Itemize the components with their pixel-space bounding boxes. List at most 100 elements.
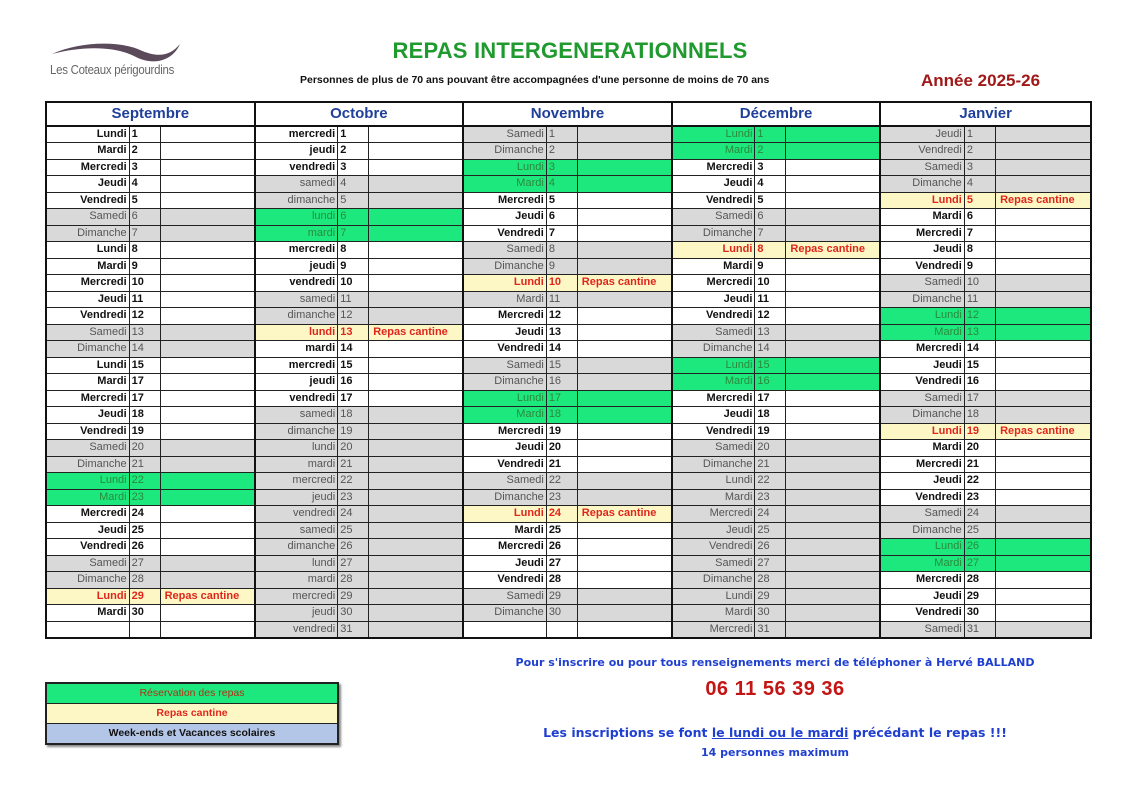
- day-row: Vendredi 21: [464, 456, 671, 474]
- day-row: Lundi 24 Repas cantine: [464, 506, 671, 523]
- legend-reservation: Réservation des repas: [47, 684, 337, 704]
- day-note: [996, 143, 1090, 158]
- day-number: 6: [547, 209, 578, 225]
- day-row: Dimanche 30: [464, 605, 671, 622]
- day-name: Dimanche: [673, 341, 756, 357]
- day-note: [578, 440, 671, 455]
- day-row: Dimanche 28: [47, 572, 254, 589]
- day-row: Mercredi 5: [464, 192, 671, 210]
- day-note: [996, 325, 1090, 340]
- day-row: [464, 621, 671, 638]
- day-row: Samedi 27: [672, 555, 880, 573]
- day-name: Vendredi: [47, 308, 130, 324]
- day-number: 21: [338, 456, 370, 473]
- day-number: 16: [338, 374, 370, 390]
- day-note: [578, 160, 671, 175]
- day-row: Vendredi 23: [881, 489, 1090, 507]
- day-note: [369, 127, 462, 142]
- day-row: lundi 27: [255, 555, 463, 573]
- day-row: Dimanche 11: [881, 291, 1090, 309]
- day-number: 14: [547, 341, 578, 357]
- page-subtitle: Personnes de plus de 70 ans pouvant être…: [300, 74, 770, 86]
- day-number: 25: [965, 522, 997, 539]
- day-number: 26: [338, 539, 370, 555]
- day-number: 22: [338, 473, 370, 489]
- day-number: 8: [338, 242, 370, 258]
- day-note: [369, 374, 462, 389]
- day-row: Vendredi 19: [47, 423, 254, 441]
- month-septembre: Septembre Lundi 1 Mardi 2 Mercredi 3 Jeudi 4 Vend…: [47, 103, 256, 638]
- day-name: Jeudi: [673, 522, 756, 539]
- day-name: Mardi: [47, 489, 130, 506]
- day-name: Jeudi: [464, 324, 547, 341]
- day-note: [996, 341, 1090, 356]
- day-row: Mercredi 26: [464, 539, 671, 556]
- day-row: Samedi 8: [464, 242, 671, 259]
- day-note: Repas cantine: [1000, 424, 1075, 437]
- day-note: [786, 193, 879, 208]
- day-number: 1: [338, 127, 370, 143]
- day-number: 20: [547, 440, 578, 456]
- day-row: Jeudi 6: [464, 209, 671, 226]
- day-row: Jeudi 11: [47, 291, 254, 309]
- day-name: Mercredi: [47, 159, 130, 176]
- day-row: jeudi 30: [255, 605, 463, 622]
- day-note: [786, 490, 879, 505]
- day-row: Lundi 22: [672, 473, 880, 490]
- day-row: mardi 21: [255, 456, 463, 474]
- day-number: 4: [338, 176, 370, 192]
- day-row: Jeudi 29: [881, 588, 1090, 606]
- day-row: Mercredi 10: [672, 275, 880, 292]
- day-note: [161, 490, 254, 505]
- day-row: mercredi 15: [255, 357, 463, 375]
- day-row: Vendredi 30: [881, 605, 1090, 622]
- day-row: Lundi 8 Repas cantine: [672, 242, 880, 259]
- day-name: jeudi: [256, 489, 339, 506]
- day-row: Samedi 22: [464, 473, 671, 490]
- day-note: [161, 358, 254, 373]
- day-note: [786, 292, 879, 307]
- day-name: Lundi: [464, 506, 547, 522]
- day-name: Jeudi: [673, 176, 756, 192]
- day-note: [996, 176, 1090, 191]
- day-name: Vendredi: [673, 539, 756, 555]
- day-note: [996, 391, 1090, 406]
- day-row: Jeudi 4: [672, 176, 880, 193]
- day-note: [161, 325, 254, 340]
- month-novembre: Novembre Samedi 1 Dimanche 2 Lundi 3 Mardi 4 Merc…: [464, 103, 673, 638]
- day-number: 5: [338, 192, 370, 209]
- day-number: 7: [547, 225, 578, 242]
- day-number: 5: [547, 192, 578, 209]
- day-number: 15: [755, 357, 787, 374]
- day-note: [578, 457, 671, 472]
- day-number: 23: [338, 489, 370, 506]
- day-row: Jeudi 13: [464, 324, 671, 342]
- day-name: vendredi: [256, 506, 339, 522]
- day-name: Dimanche: [881, 522, 965, 539]
- day-row: dimanche 12: [255, 308, 463, 325]
- day-name: jeudi: [256, 258, 339, 275]
- day-number: 15: [338, 357, 370, 374]
- day-note: [369, 341, 462, 356]
- day-name: [464, 621, 547, 638]
- day-number: 8: [130, 242, 161, 258]
- day-note: [161, 209, 254, 224]
- day-name: Vendredi: [47, 423, 130, 440]
- day-name: Mercredi: [47, 275, 130, 291]
- day-row: Mardi 16: [672, 374, 880, 391]
- day-row: Vendredi 5: [672, 192, 880, 210]
- day-name: Mardi: [881, 440, 965, 456]
- day-name: Samedi: [673, 555, 756, 572]
- day-number: 28: [130, 572, 161, 588]
- day-name: Samedi: [881, 159, 965, 176]
- day-note: [161, 523, 254, 538]
- day-number: 30: [755, 605, 787, 621]
- day-note: [996, 589, 1090, 604]
- day-number: 31: [755, 621, 787, 638]
- day-name: Mercredi: [464, 192, 547, 209]
- day-row: Jeudi 11: [672, 291, 880, 309]
- year-label: Année 2025-26: [921, 71, 1041, 90]
- day-number: 14: [130, 341, 161, 357]
- day-number: 30: [547, 605, 578, 621]
- day-number: 12: [965, 308, 997, 324]
